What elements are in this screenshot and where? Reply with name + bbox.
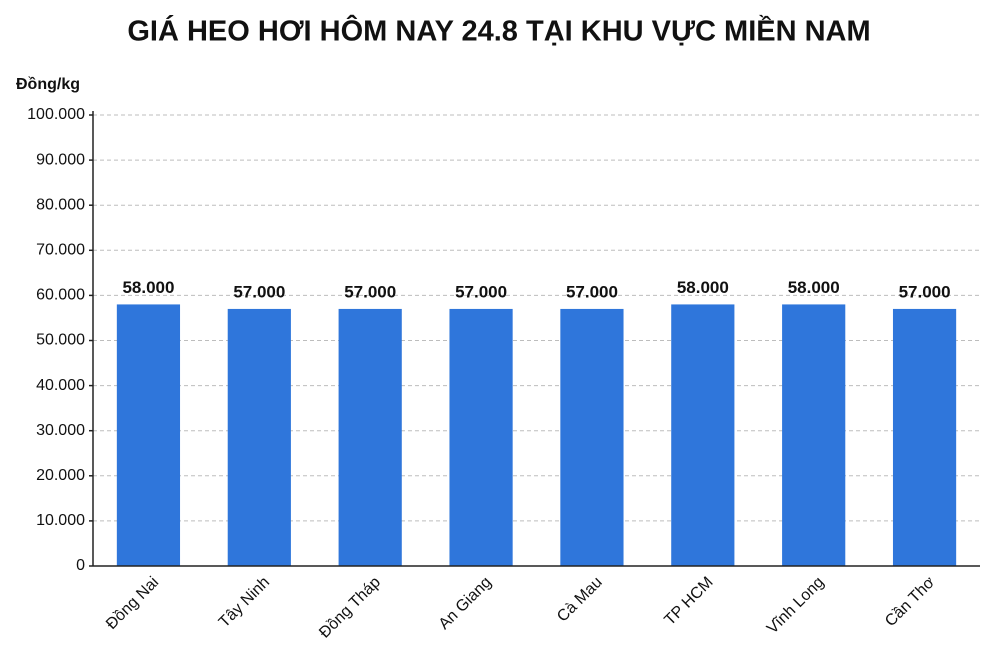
data-label: 57.000: [455, 282, 507, 301]
data-label: 57.000: [344, 282, 396, 301]
bar: [227, 308, 291, 566]
data-label: 57.000: [566, 282, 618, 301]
y-tick-label: 60.000: [36, 287, 85, 304]
y-tick-label: 0: [76, 557, 85, 574]
bar: [671, 304, 735, 566]
y-tick-label: 20.000: [36, 467, 85, 484]
y-tick-label: 30.000: [36, 422, 85, 439]
y-tick-label: 90.000: [36, 151, 85, 168]
y-tick-label: 100.000: [27, 106, 85, 123]
data-label: 57.000: [233, 282, 285, 301]
chart-title: GIÁ HEO HƠI HÔM NAY 24.8 TẠI KHU VỰC MIỀ…: [127, 14, 870, 48]
bar: [782, 304, 846, 566]
y-tick-label: 70.000: [36, 242, 85, 259]
bar: [449, 308, 513, 566]
bar: [338, 308, 402, 566]
bar: [116, 304, 181, 566]
y-tick-label: 10.000: [36, 512, 85, 529]
y-tick-label: 80.000: [36, 196, 85, 213]
y-tick-label: 40.000: [36, 377, 85, 394]
data-label: 58.000: [677, 278, 729, 297]
data-label: 58.000: [122, 278, 174, 297]
bar: [892, 308, 957, 566]
data-label: 57.000: [899, 282, 951, 301]
bar: [560, 308, 624, 566]
y-axis-label: Đồng/kg: [16, 76, 80, 93]
y-tick-label: 50.000: [36, 332, 85, 349]
data-label: 58.000: [788, 278, 840, 297]
